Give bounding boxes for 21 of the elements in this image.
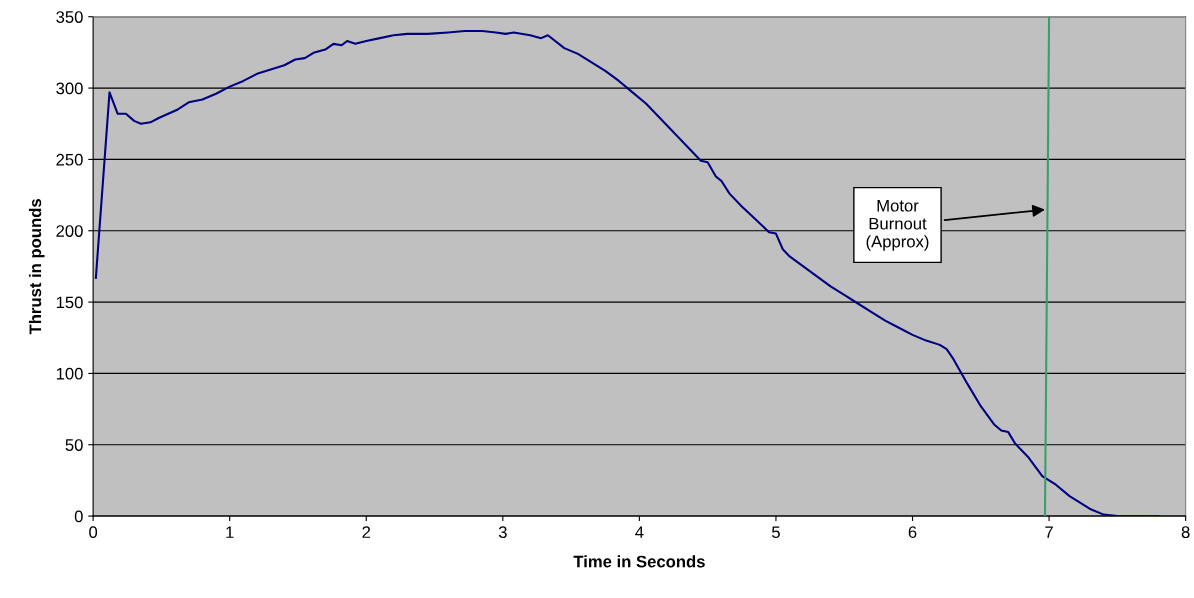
y-tick-label: 150	[56, 296, 83, 309]
x-tick-label: 4	[635, 526, 644, 538]
x-axis-title: Time in Seconds	[573, 555, 705, 568]
x-tick-label: 5	[771, 526, 780, 539]
y-tick-label: 350	[56, 11, 83, 23]
y-tick-label: 50	[65, 439, 83, 451]
y-tick-label: 100	[56, 367, 83, 380]
y-tick-label: 200	[56, 225, 83, 237]
y-tick-label: 300	[56, 82, 83, 95]
x-tick-label: 6	[908, 526, 917, 539]
y-tick-label: 0	[74, 510, 83, 523]
y-axis-title: Thrust in pounds	[28, 199, 45, 335]
x-tick-label: 1	[226, 526, 234, 538]
y-tick-label: 250	[56, 153, 83, 166]
x-tick-label: 3	[498, 526, 507, 539]
line-series	[94, 29, 1160, 517]
x-tick-label: 0	[89, 526, 98, 539]
x-tick-label: 7	[1045, 526, 1053, 538]
annotation: Motor Burnout (Approx)	[866, 199, 929, 251]
x-tick-label: 2	[362, 526, 371, 538]
x-tick-label: 8	[1181, 526, 1190, 539]
